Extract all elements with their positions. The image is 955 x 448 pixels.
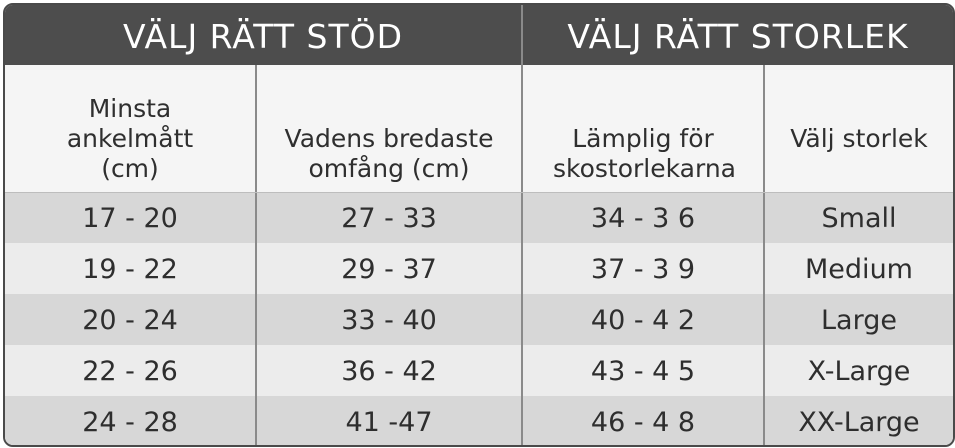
- calf-cell: 27 - 33: [341, 203, 437, 234]
- table-header-bar: VÄLJ RÄTT STÖD VÄLJ RÄTT STORLEK: [5, 5, 953, 65]
- shoe-size-cell: 40 - 4 2: [590, 305, 696, 336]
- size-cell: X-Large: [807, 356, 911, 387]
- column-header-label: Lämplig för skostorlekarna: [553, 124, 736, 183]
- table-row: 22 - 26 36 - 42 43 - 4 5 X-Large: [5, 345, 953, 396]
- table-row: 17 - 20 27 - 33 34 - 3 6 Small: [5, 192, 953, 243]
- size-cell: Large: [821, 305, 897, 336]
- shoe-size-cell: 34 - 3 6: [590, 203, 696, 234]
- ankle-cell: 19 - 22: [82, 254, 178, 285]
- table-row: 19 - 22 29 - 37 37 - 3 9 Medium: [5, 243, 953, 294]
- column-divider: [255, 65, 257, 445]
- calf-cell: 41 -47: [345, 407, 433, 438]
- shoe-size-cell: 37 - 3 9: [590, 254, 696, 285]
- column-header-label: Välj storlek: [790, 124, 928, 153]
- section-divider: [521, 5, 523, 445]
- shoe-size-cell: 43 - 4 5: [590, 356, 696, 387]
- column-header-label: Vadens bredaste omfång (cm): [284, 124, 494, 183]
- ankle-cell: 17 - 20: [82, 203, 178, 234]
- size-cell: Small: [821, 203, 897, 234]
- size-cell: XX-Large: [798, 407, 920, 438]
- calf-cell: 36 - 42: [341, 356, 437, 387]
- ankle-cell: 20 - 24: [82, 305, 178, 336]
- ankle-cell: 22 - 26: [82, 356, 178, 387]
- column-header-calf: Vadens bredaste omfång (cm): [257, 65, 521, 192]
- column-header-size: Välj storlek: [765, 65, 953, 192]
- shoe-size-cell: 46 - 4 8: [590, 407, 696, 438]
- ankle-cell: 24 - 28: [82, 407, 178, 438]
- table-row: 24 - 28 41 -47 46 - 4 8 XX-Large: [5, 396, 953, 445]
- column-header-shoe-size: Lämplig för skostorlekarna: [523, 65, 763, 192]
- column-divider: [763, 65, 765, 445]
- calf-cell: 29 - 37: [341, 254, 437, 285]
- header-row-divider: [5, 192, 953, 193]
- size-cell: Medium: [805, 254, 913, 285]
- size-chart-table: VÄLJ RÄTT STÖD VÄLJ RÄTT STORLEK Minsta …: [3, 3, 955, 447]
- size-title: VÄLJ RÄTT STORLEK: [567, 17, 909, 56]
- column-header-label: Minsta ankelmått (cm): [66, 94, 194, 183]
- column-header-ankle: Minsta ankelmått (cm): [5, 65, 255, 192]
- table-row: 20 - 24 33 - 40 40 - 4 2 Large: [5, 294, 953, 345]
- calf-cell: 33 - 40: [341, 305, 437, 336]
- support-title: VÄLJ RÄTT STÖD: [123, 17, 403, 56]
